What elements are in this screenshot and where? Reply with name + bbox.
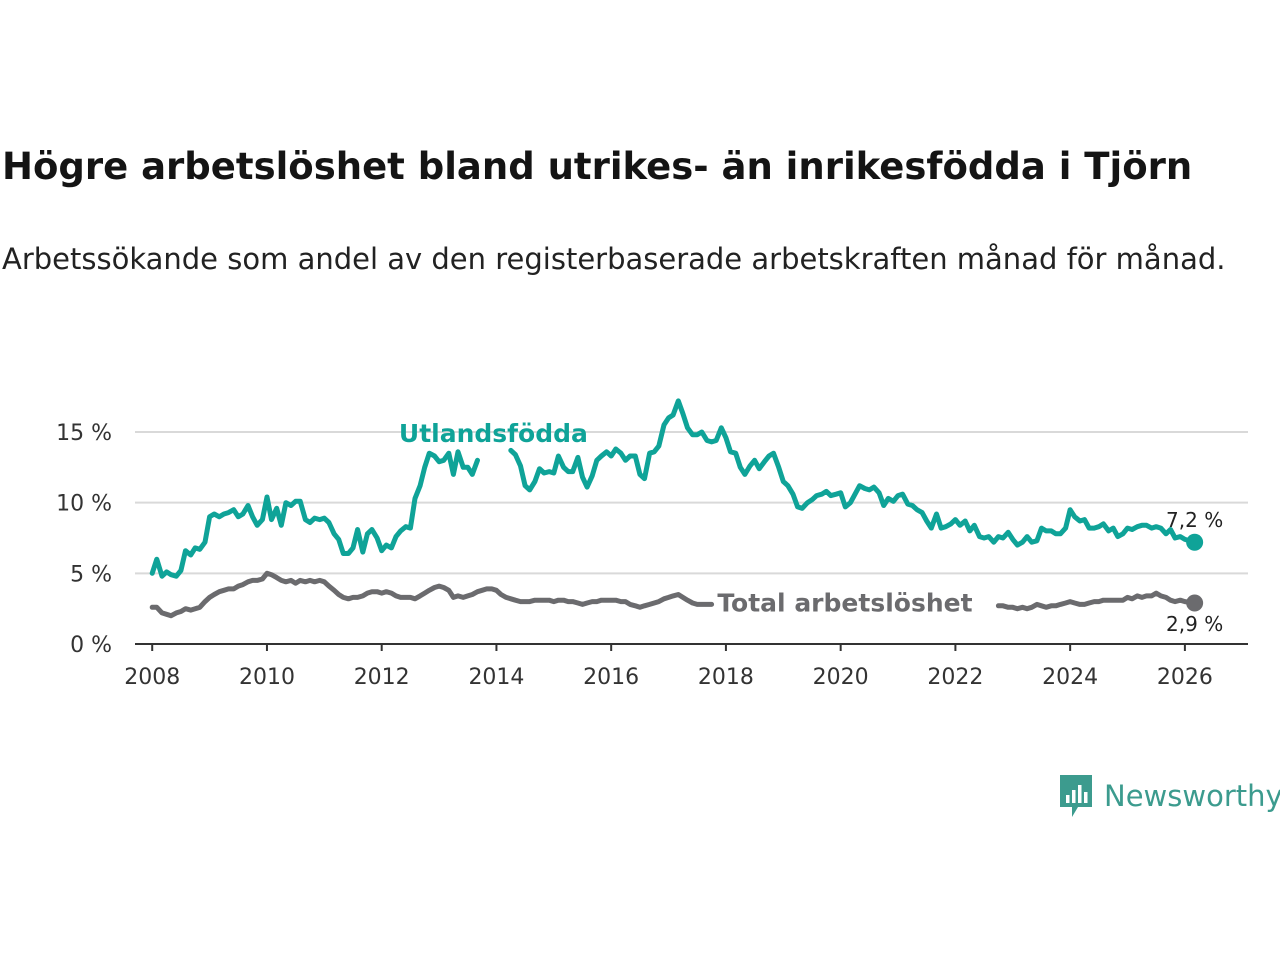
x-tick-label: 2010 [239, 665, 295, 690]
newsworthy-logo-text: Newsworthy [1104, 779, 1280, 813]
end-value-label: 7,2 % [1166, 508, 1223, 532]
y-tick-label: 0 % [70, 633, 112, 658]
grid-layer: 0 % 5 % 10 % 15 % [56, 421, 1248, 658]
x-tick-label: 2020 [813, 665, 869, 690]
x-tick-label: 2008 [124, 665, 180, 690]
x-tick-label: 2026 [1157, 665, 1213, 690]
x-tick-label: 2022 [927, 665, 983, 690]
x-tick-label: 2018 [698, 665, 754, 690]
chart-subtitle: Arbetssökande som andel av den registerb… [2, 242, 1226, 276]
series-end-point [1186, 533, 1204, 551]
series-line-utlandsfodda [149, 449, 480, 579]
series-label-total: Total arbetslöshet [717, 588, 972, 617]
series-label-utlandsfodda: Utlandsfödda [399, 419, 588, 448]
series-end-point [1186, 594, 1204, 612]
chart-title: Högre arbetslöshet bland utrikes- än inr… [2, 145, 1193, 188]
series-layer [149, 398, 1204, 619]
y-tick-label: 10 % [56, 492, 112, 517]
y-tick-label: 15 % [56, 421, 112, 446]
x-tick-label: 2012 [354, 665, 410, 690]
x-tick-label: 2014 [468, 665, 524, 690]
x-axis: 2008 2010 2012 2014 2016 2018 2020 2022 2024 2026 [124, 643, 1248, 690]
newsworthy-logo[interactable]: Newsworthy [1058, 772, 1280, 820]
y-tick-label: 5 % [70, 562, 112, 587]
newsworthy-logo-icon [1060, 775, 1092, 817]
x-tick-label: 2024 [1042, 665, 1098, 690]
line-chart: 0 %5 %10 %15 % 2008 2010 2012 2014 2016 2018 2… [56, 398, 1248, 690]
series-line-total [995, 590, 1198, 612]
series-line-utlandsfodda [508, 398, 1198, 548]
label-layer: 7,2 % 2,9 % Utlandsfödda Total arbetslöshet [399, 419, 1223, 636]
end-value-label: 2,9 % [1166, 612, 1223, 636]
x-tick-label: 2016 [583, 665, 639, 690]
series-line-total [149, 570, 715, 619]
